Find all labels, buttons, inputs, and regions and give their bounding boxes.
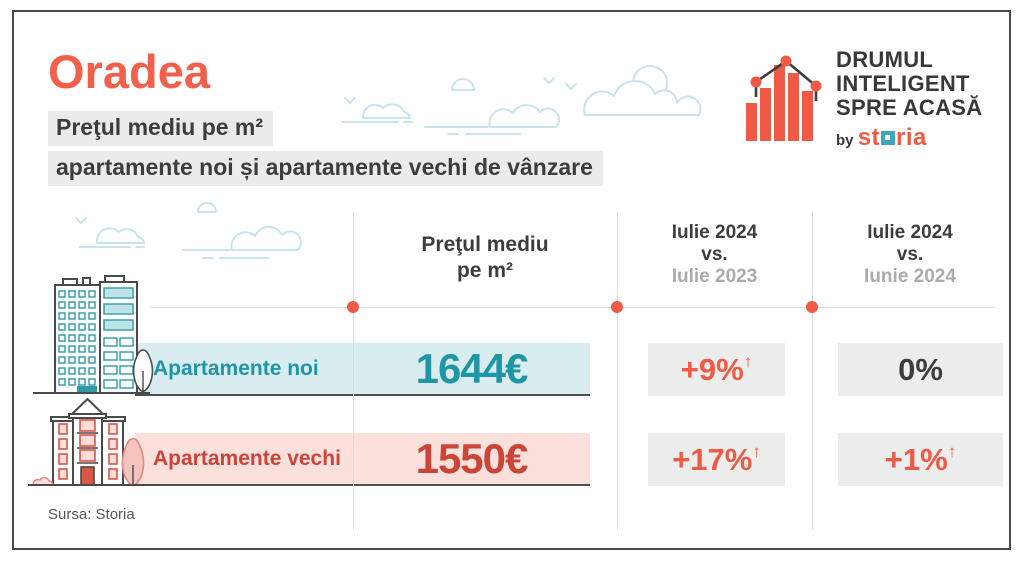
up-arrow-icon: ↑: [947, 441, 957, 461]
badge-new-yoy: +9% ↑: [648, 343, 785, 396]
column-header-price: Preţul mediu pe m²: [421, 233, 549, 282]
subtitle-line2: apartamente noi și apartamente vechi de …: [48, 151, 603, 186]
storia-o-window-icon: [881, 131, 896, 145]
page-frame: [12, 10, 1011, 550]
logo-line-1: DRUMUL: [836, 47, 934, 72]
logo-by-text: by: [836, 132, 854, 149]
column-divider-3: [812, 212, 813, 530]
source-note: Sursa: Storia: [48, 506, 135, 523]
column-header-yoy: Iulie 2024 vs. Iulie 2023: [671, 222, 758, 287]
column-header-mom: Iulie 2024 vs. Iunie 2024: [864, 222, 956, 287]
up-arrow-icon: ↑: [743, 351, 753, 371]
header-rule: [150, 307, 995, 308]
storia-brand-text: st ria: [857, 124, 927, 151]
up-arrow-icon: ↑: [752, 441, 761, 461]
row-old-apartments: Apartamente vechi 1550€: [135, 433, 590, 486]
page-title: Oradea: [48, 45, 210, 98]
column-divider-2: [617, 212, 618, 530]
row-label-old: Apartamente vechi: [153, 446, 341, 470]
rule-dot-icon: [806, 301, 818, 313]
logo-wordmark: DRUMUL INTELIGENT SPRE ACASĂ by st ria: [836, 48, 982, 152]
logo-line-3: SPRE ACASĂ: [836, 95, 983, 120]
row-new-apartments: Apartamente noi 1644€: [135, 343, 590, 396]
row-label-new: Apartamente noi: [153, 356, 319, 380]
storia-logo: DRUMUL INTELIGENT SPRE ACASĂ by st ria: [744, 48, 982, 152]
house-bar-chart-icon: [746, 55, 822, 141]
price-old: 1550€: [415, 434, 529, 482]
logo-line-2: INTELIGENT: [836, 71, 970, 96]
badge-old-mom: +1% ↑: [838, 433, 1003, 486]
price-new: 1644€: [415, 344, 529, 392]
column-divider-1: [353, 212, 354, 530]
subtitle-line1: Preţul mediu pe m²: [48, 111, 274, 146]
page-subtitle: Preţul mediu pe m² apartamente noi și ap…: [48, 111, 603, 191]
badge-new-mom: 0%: [838, 343, 1003, 396]
rule-dot-icon: [611, 301, 623, 313]
badge-old-yoy: +17% ↑: [648, 433, 785, 486]
rule-dot-icon: [347, 301, 359, 313]
logo-byline: by st ria: [836, 124, 982, 152]
